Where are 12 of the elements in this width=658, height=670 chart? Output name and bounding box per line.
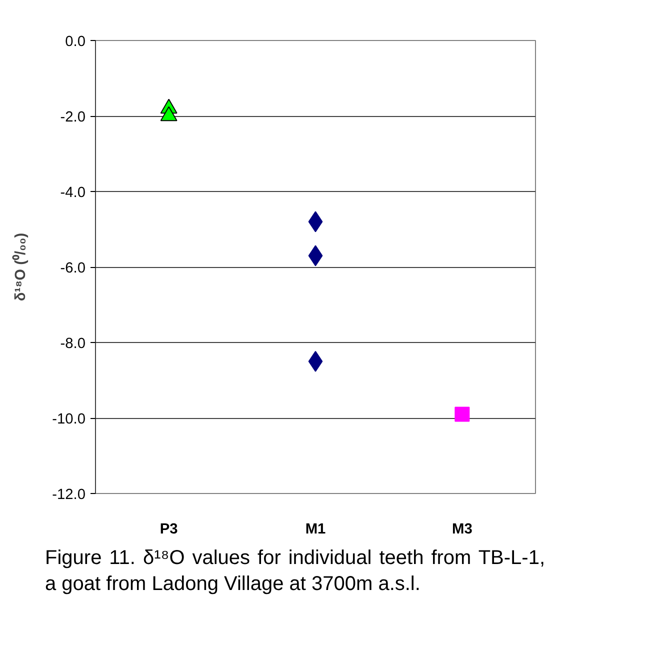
y-tick-label: -8.0 (60, 336, 86, 352)
y-tick-label: -2.0 (60, 110, 86, 126)
y-tick-label: -12.0 (52, 487, 86, 503)
y-tick-label: 0.0 (65, 34, 86, 50)
x-tick-label: M3 (452, 522, 472, 538)
y-tick-label: -4.0 (60, 185, 86, 201)
x-tick-label: M1 (305, 522, 326, 538)
x-tick-label: P3 (160, 522, 178, 538)
caption: Figure 11. δ¹⁸O values for individual teeth from TB-L-1, a goat from Ladong Village at 3700m a.s.l. (45, 546, 545, 597)
y-tick-label: -6.0 (60, 260, 86, 276)
y-tick-label: -10.0 (52, 412, 86, 428)
y-axis-title: δ¹⁸O (⁰/₀₀) (12, 232, 30, 302)
